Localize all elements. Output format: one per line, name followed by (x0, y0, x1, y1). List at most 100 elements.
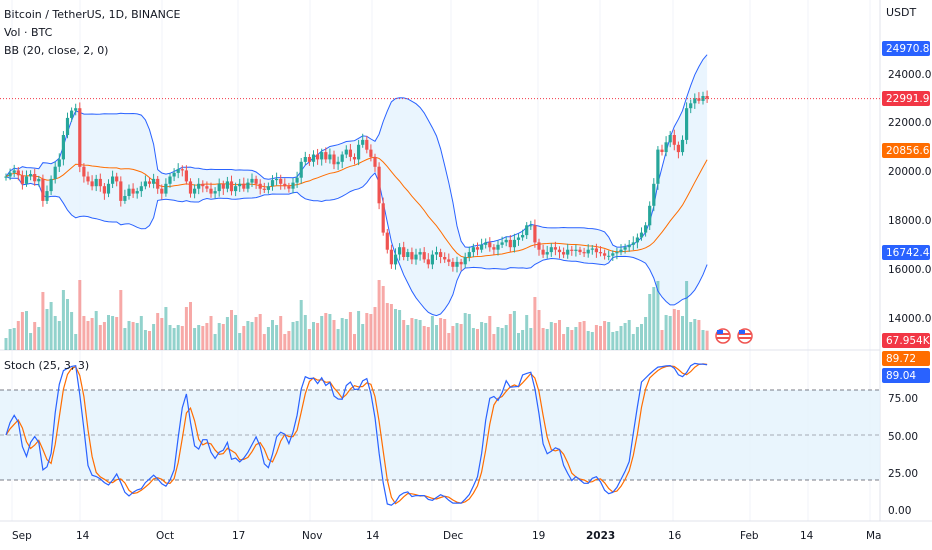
candle (660, 144, 664, 156)
time-label: 17 (232, 530, 245, 542)
price-axis[interactable]: 24000.00 22000.00 20000.00 18000.00 1600… (888, 69, 932, 325)
candle (164, 178, 168, 197)
stoch-tick-label: 0.00 (888, 505, 911, 517)
volume-bar (410, 318, 414, 350)
candle (246, 178, 250, 193)
volume-bar (78, 280, 82, 350)
candle (373, 153, 377, 172)
candle (340, 151, 344, 169)
volume-bar (107, 315, 110, 350)
volume-bar (418, 320, 422, 350)
time-axis[interactable]: Sep 14 Oct 17 Nov 14 Dec 19 2023 16 Feb … (12, 530, 882, 542)
volume-bar (644, 317, 648, 350)
price-tick-label: 14000.00 (888, 313, 932, 325)
volume-bar (685, 281, 689, 350)
candle (406, 248, 410, 261)
candle (635, 233, 639, 249)
candle (94, 174, 98, 192)
candle (316, 148, 320, 165)
volume-bar (213, 334, 217, 350)
volume-bar (303, 315, 307, 350)
symbol-title[interactable]: Bitcoin / TetherUS, 1D, BINANCE (4, 8, 181, 21)
candle (176, 163, 180, 179)
volume-bar (139, 316, 143, 350)
stochastic-indicator-label[interactable]: Stoch (25, 3, 3) (4, 359, 90, 372)
candle (615, 247, 619, 260)
candle (287, 182, 291, 193)
candlesticks (4, 90, 709, 273)
candle (471, 243, 475, 258)
volume-bar (476, 329, 479, 350)
candle (705, 90, 709, 103)
volume-bar (98, 325, 102, 350)
volume-bar (242, 326, 246, 350)
event-marker-2[interactable] (737, 328, 753, 344)
time-label: Oct (156, 530, 174, 542)
price-tick-label: 16000.00 (888, 264, 932, 276)
candle (131, 183, 135, 198)
volume-bar (135, 323, 139, 350)
volume-bar (508, 314, 512, 350)
stoch-tick-label: 75.00 (888, 393, 918, 405)
candle (283, 178, 287, 190)
candle (484, 238, 488, 249)
event-marker-1[interactable] (715, 328, 731, 344)
volume-bar (537, 310, 541, 350)
volume-indicator-label[interactable]: Vol · BTC (4, 26, 53, 39)
time-label: Ma (866, 530, 882, 542)
candle (8, 168, 12, 181)
price-pane[interactable] (0, 54, 880, 350)
volume-bar (430, 316, 434, 350)
volume-bar (209, 316, 213, 350)
candle (685, 102, 689, 145)
candle (20, 170, 24, 190)
candle (188, 178, 193, 198)
volume-bar (545, 329, 549, 350)
candle (664, 136, 668, 157)
volume-bars (4, 280, 709, 350)
bollinger-indicator-label[interactable]: BB (20, close, 2, 0) (4, 44, 109, 57)
bollinger-band-fill (6, 54, 708, 316)
volume-bar (291, 322, 295, 350)
volume-bar (94, 311, 98, 350)
volume-bar (484, 323, 488, 350)
candle (607, 250, 611, 261)
volume-bar (451, 326, 455, 350)
candle (119, 176, 123, 207)
bollinger-basis-line (5, 156, 708, 259)
candle (135, 187, 139, 199)
candle (45, 185, 49, 205)
volume-bar (279, 316, 283, 350)
volume-bar (90, 318, 94, 350)
stochastic-band-fill (0, 390, 880, 480)
volume-bar (652, 287, 656, 350)
candle (689, 99, 693, 114)
candle (332, 150, 336, 170)
candle (504, 236, 508, 247)
volume-bar (312, 322, 315, 350)
candle (381, 197, 385, 236)
candle (619, 244, 623, 256)
candle (562, 247, 566, 259)
candle (311, 150, 316, 167)
volume-bar (365, 313, 369, 350)
candle (266, 182, 270, 194)
candle (648, 201, 652, 230)
stochastic-pane[interactable] (0, 362, 880, 506)
candle (488, 237, 492, 252)
candle (697, 92, 701, 104)
volume-bar (369, 314, 373, 350)
price-axis-unit: USDT (886, 6, 917, 19)
volume-bar (275, 325, 279, 350)
stoch-d-badge: 89.72 (882, 351, 930, 366)
lower-band-badge-text: 16742.44 (886, 247, 932, 259)
volume-bar (353, 334, 356, 350)
candle (90, 175, 94, 191)
candle (16, 166, 20, 181)
volume-bar (57, 321, 61, 350)
candle (537, 238, 541, 256)
stochastic-axis[interactable]: 75.00 50.00 25.00 0.00 (888, 393, 918, 517)
stochastic-d-line (5, 363, 708, 505)
volume-bar (640, 324, 643, 350)
